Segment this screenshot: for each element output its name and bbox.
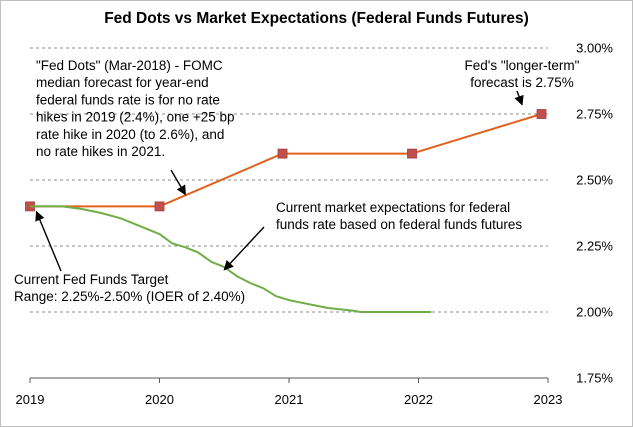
axes: 1.75% 2.00% 2.25% 2.50% 2.75% 3.00% 2019 2020 20… <box>16 41 614 408</box>
annotation-3: Current market expectations for federal f… <box>276 200 522 232</box>
annotation-arrow-4 <box>35 210 62 272</box>
x-tick-label: 2023 <box>534 392 563 407</box>
x-tick-label: 2019 <box>16 392 45 407</box>
data-point-marker <box>407 148 417 159</box>
annotation-4: Current Fed Funds Target Range: 2.25%-2.5… <box>14 272 245 304</box>
data-point-marker <box>536 109 547 119</box>
annotation-line: no rate hikes in 2021. <box>36 144 165 159</box>
annotation-arrow-2 <box>514 90 524 106</box>
annotation-arrow-3 <box>223 226 265 271</box>
annotation-line: median forecast for year-end <box>36 75 209 90</box>
y-tick-label: 3.00% <box>576 41 613 56</box>
annotation-line: Current Fed Funds Target <box>14 272 169 287</box>
y-tick-label: 1.75% <box>576 371 613 386</box>
chart-title: Fed Dots vs Market Expectations (Federal… <box>104 10 529 27</box>
x-tick-label: 2020 <box>145 392 174 407</box>
annotation-2: Fed's "longer-term" forecast is 2.75% <box>465 58 580 90</box>
gridlines <box>30 47 548 313</box>
series-line-2 <box>30 205 432 313</box>
annotation-line: hikes in 2019 (2.4%), one +25 bp <box>36 110 235 125</box>
annotation-arrow-1 <box>170 169 187 196</box>
x-tick-label: 2021 <box>275 392 304 407</box>
data-point-marker <box>277 148 288 159</box>
y-tick-label: 2.75% <box>576 107 613 122</box>
annotation-line: federal funds rate is for no rate <box>36 92 220 107</box>
data-point-marker <box>154 201 165 212</box>
x-tick-label: 2022 <box>404 392 433 407</box>
y-tick-label: 2.00% <box>576 305 613 320</box>
y-tick-label: 2.50% <box>576 173 613 188</box>
annotation-line: "Fed Dots" (Mar-2018) - FOMC <box>36 58 223 73</box>
annotation-line: rate hike in 2020 (to 2.6%), and <box>36 127 224 142</box>
series <box>25 109 547 313</box>
annotation-line: Fed's "longer-term" <box>465 58 580 73</box>
annotation-arrows <box>35 90 524 272</box>
annotation-line: Range: 2.25%-2.50% (IOER of 2.40%) <box>14 289 245 304</box>
annotation-1: "Fed Dots" (Mar-2018) - FOMC median forec… <box>36 58 235 159</box>
annotation-line: Current market expectations for federal <box>276 200 510 215</box>
annotation-line: forecast is 2.75% <box>470 75 574 90</box>
y-tick-label: 2.25% <box>576 239 613 254</box>
annotation-line: funds rate based on federal funds future… <box>276 217 522 232</box>
annotations: "Fed Dots" (Mar-2018) - FOMC median forec… <box>14 58 580 304</box>
